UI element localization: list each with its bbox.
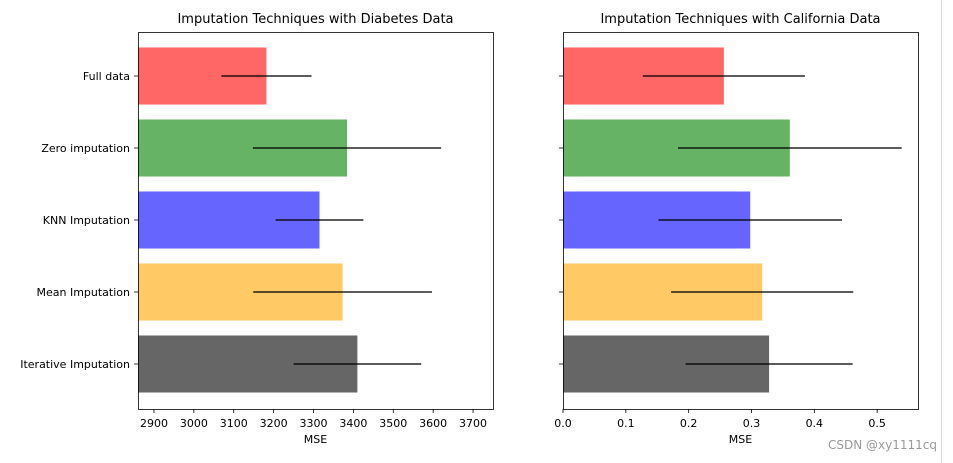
x-tick-label: 3700 <box>459 417 487 430</box>
x-tick-label: 3500 <box>379 417 407 430</box>
y-tick-label: Full data <box>83 70 130 83</box>
x-tick-label: 3600 <box>419 417 447 430</box>
y-tick-label: KNN Imputation <box>43 214 130 227</box>
x-tick-label: 3100 <box>220 417 248 430</box>
x-axis-label: MSE <box>304 433 327 446</box>
chart-title: Imputation Techniques with Diabetes Data <box>177 12 453 27</box>
x-tick-label: 0.2 <box>680 417 698 430</box>
x-tick-label: 0.3 <box>743 417 761 430</box>
x-tick-label: 3400 <box>339 417 367 430</box>
right-edge-line <box>941 0 942 463</box>
x-tick-label: 3000 <box>180 417 208 430</box>
x-axis-label: MSE <box>729 433 752 446</box>
x-tick-label: 0.4 <box>806 417 824 430</box>
y-tick-label: Iterative Imputation <box>20 358 130 371</box>
watermark: CSDN @xy1111cq <box>828 438 937 452</box>
x-tick-label: 3300 <box>300 417 328 430</box>
axes-frame <box>138 32 494 410</box>
x-tick-label: 0.1 <box>617 417 635 430</box>
axes-frame <box>563 32 919 410</box>
y-tick-label: Mean Imputation <box>36 286 130 299</box>
x-tick-label: 2900 <box>140 417 168 430</box>
x-tick-label: 3200 <box>260 417 288 430</box>
x-tick-label: 0.0 <box>554 417 572 430</box>
x-tick-label: 0.5 <box>868 417 886 430</box>
y-tick-label: Zero imputation <box>41 142 130 155</box>
chart-title: Imputation Techniques with California Da… <box>600 12 880 27</box>
